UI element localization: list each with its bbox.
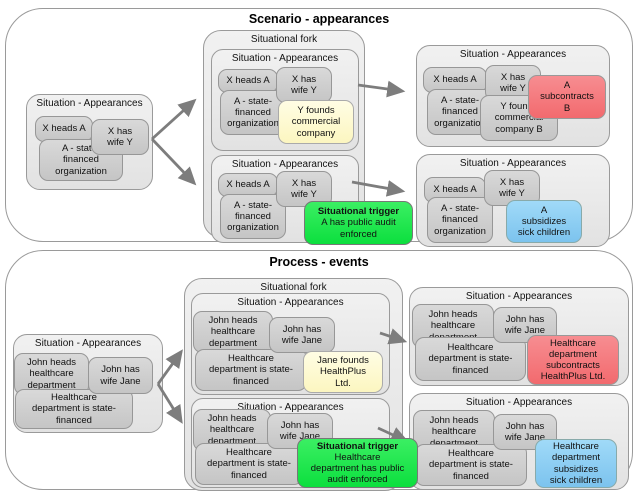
situation-panel-title: Situation - Appearances	[465, 397, 573, 408]
trigger-body: Healthcare department has public audit e…	[310, 451, 405, 486]
process-title: Process - events	[269, 255, 369, 269]
fork-label: Situational fork	[260, 282, 327, 293]
situation-panel-title: Situation - Appearances	[237, 402, 344, 413]
trigger-title: Situational trigger	[316, 440, 399, 452]
event-badge-blue: A subsidizes sick children	[506, 200, 582, 243]
situation-panel-title: Situation - Appearances	[459, 158, 567, 169]
trigger-badge: Situational trigger A has public audit e…	[304, 201, 413, 245]
fact-john-heads: John heads healthcare department	[14, 353, 89, 395]
scenario-title: Scenario - appearances	[248, 12, 390, 26]
fact-x-heads-a: X heads A	[423, 67, 487, 93]
fact-john-wife-jane: John has wife Jane	[88, 357, 153, 394]
fact-dept-state-financed: Healthcare department is state- financed	[415, 444, 527, 486]
event-badge-blue: Healthcare department subsidizes sick ch…	[535, 439, 617, 488]
fact-a-state-financed: A - state- financed organization	[427, 197, 493, 243]
event-badge-red: A subcontracts B	[528, 75, 606, 119]
fact-john-heads: John heads healthcare department	[193, 311, 273, 353]
fact-x-has-wife-y: X has wife Y	[91, 119, 149, 155]
situation-panel-title: Situation - Appearances	[34, 338, 142, 349]
fork-label: Situational fork	[250, 34, 318, 45]
event-badge-yellow: Y founds commercial company	[278, 100, 354, 144]
event-badge-red: Healthcare department subcontracts Healt…	[527, 335, 619, 385]
trigger-body: A has public audit enforced	[321, 217, 396, 240]
situation-panel-title: Situation - Appearances	[465, 291, 573, 302]
situation-panel-title: Situation - Appearances	[237, 297, 344, 308]
fact-john-wife-jane: John has wife Jane	[269, 317, 335, 353]
fact-dept-state-financed: Healthcare department is state- financed	[15, 389, 133, 429]
fact-a-state-financed: A - state- financed organization	[220, 90, 286, 135]
fact-dept-state-financed: Healthcare department is state- financed	[415, 337, 526, 381]
process-section: Process - events Situation - Appearances…	[5, 250, 633, 491]
situation-panel-title: Situation - Appearances	[231, 53, 339, 64]
fact-dept-state-financed: Healthcare department is state- financed	[195, 349, 307, 391]
fact-john-wife-jane: John has wife Jane	[493, 414, 557, 450]
fact-a-state-financed: A - state- financed organization	[220, 194, 286, 239]
event-badge-yellow: Jane founds HealthPlus Ltd.	[303, 351, 383, 393]
scenario-section: Scenario - appearances Situation - Appea…	[5, 8, 633, 247]
trigger-title: Situational trigger	[317, 206, 400, 218]
situation-panel-title: Situation - Appearances	[36, 98, 143, 109]
situation-panel-title: Situation - Appearances	[231, 159, 339, 170]
fact-dept-state-financed: Healthcare department is state- financed	[195, 443, 303, 485]
fact-x-has-wife-y: X has wife Y	[276, 67, 332, 103]
trigger-badge: Situational trigger Healthcare departmen…	[297, 438, 418, 488]
situation-panel-title: Situation - Appearances	[459, 49, 567, 60]
